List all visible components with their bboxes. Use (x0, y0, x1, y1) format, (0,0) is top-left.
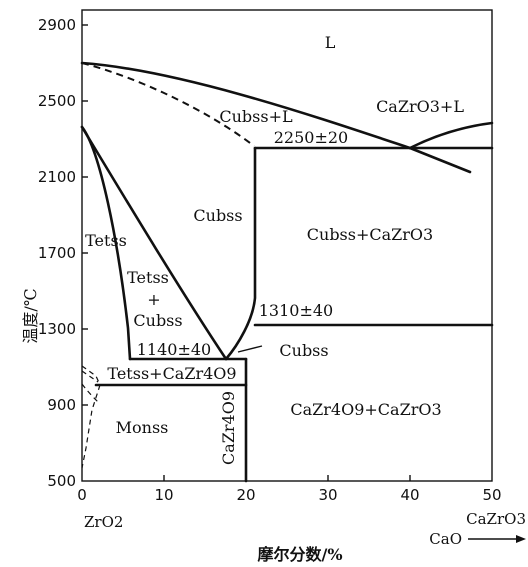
region-cazro3-l: CaZrO3+L (376, 97, 464, 116)
y-tick-900: 900 (47, 396, 76, 414)
temp-1310-label: 1310±40 (259, 301, 333, 320)
x-right-end-top-label: CaZrO3 (466, 510, 526, 528)
region-cubss-cazro3: Cubss+CaZrO3 (307, 225, 433, 244)
cubss-right-boundary (224, 146, 257, 361)
x-tick-30: 30 (318, 486, 337, 504)
region-monss: Monss (116, 418, 169, 437)
arrow-right-icon (468, 535, 526, 543)
region-tetss-cubss-top: Tetss (127, 268, 169, 287)
monss-dashed-boundary (81, 384, 101, 469)
region-cubss: Cubss (193, 206, 242, 225)
phase-boundaries (80, 61, 494, 483)
x-axis-ticks (163, 475, 411, 481)
plot-frame (81, 9, 493, 482)
y-tick-500: 500 (47, 472, 76, 490)
y-tick-1300: 1300 (38, 320, 76, 338)
region-cubss-pointer: Cubss (279, 341, 328, 360)
region-plus: + (147, 290, 160, 309)
y-tick-2100: 2100 (38, 168, 76, 186)
region-tetss-cubss-bottom: Cubss (133, 311, 182, 330)
y-tick-2500: 2500 (38, 92, 76, 110)
temp-1140-label: 1140±40 (137, 340, 211, 359)
region-tetss-cazr4o9: Tetss+CaZr4O9 (107, 364, 236, 383)
x-tick-40: 40 (400, 486, 419, 504)
x-tick-0: 0 (77, 486, 87, 504)
cubss-pointer-line (237, 345, 263, 353)
x-tick-50: 50 (482, 486, 501, 504)
region-cazr4o9-cazro3: CaZr4O9+CaZrO3 (290, 400, 441, 419)
y-axis-title: 温度/℃ (21, 288, 40, 343)
solidus-dashed (81, 62, 255, 147)
y-tick-1700: 1700 (38, 244, 76, 262)
tetss-boundary (80, 125, 132, 361)
x-tick-10: 10 (154, 486, 173, 504)
temp-eutectic-label: 2250±20 (274, 128, 348, 147)
y-tick-2900: 2900 (38, 16, 76, 34)
liquidus-left (80, 61, 412, 150)
dashed-lower (81, 383, 101, 405)
x-tick-20: 20 (236, 486, 255, 504)
cubss-left-boundary (80, 125, 228, 361)
y-axis-ticks (82, 24, 88, 406)
liquidus-right (408, 121, 494, 150)
x-axis-title: 摩尔分数/% (257, 545, 342, 564)
cazro3-liquidus-branch (408, 146, 472, 174)
x-left-end-label: ZrO2 (84, 513, 123, 531)
region-liquid: L (325, 33, 336, 52)
region-cazr4o9-vertical: CaZr4O9 (219, 391, 238, 465)
x-right-end-bottom-label: CaO (429, 530, 462, 548)
dashed-mid (81, 370, 99, 383)
region-tetss: Tetss (85, 231, 127, 250)
region-cubss-l: Cubss+L (219, 107, 293, 126)
